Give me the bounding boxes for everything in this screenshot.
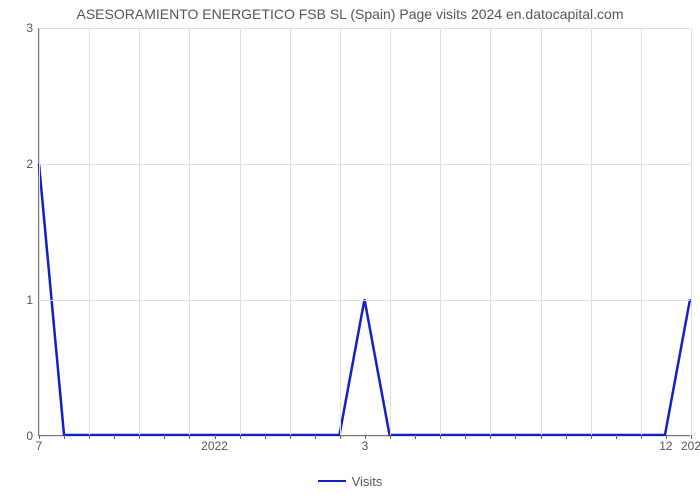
x-tick-mark [139, 435, 140, 439]
x-tick-mark [315, 435, 316, 439]
x-tick-mark [189, 435, 190, 439]
x-tick-mark [64, 435, 65, 439]
gridline-vertical [591, 28, 592, 435]
gridline-vertical [340, 28, 341, 435]
legend: Visits [0, 470, 700, 489]
x-tick-mark [440, 435, 441, 439]
x-tick-mark [641, 435, 642, 439]
x-tick-mark [415, 435, 416, 439]
y-tick-label: 1 [26, 293, 39, 307]
legend-label: Visits [352, 474, 383, 489]
gridline-vertical [490, 28, 491, 435]
gridline-horizontal [39, 300, 690, 301]
x-tick-mark [566, 435, 567, 439]
x-tick-mark [465, 435, 466, 439]
y-tick-label: 3 [26, 21, 39, 35]
gridline-vertical [139, 28, 140, 435]
gridline-vertical [641, 28, 642, 435]
x-tick-mark [265, 435, 266, 439]
gridline-horizontal [39, 164, 690, 165]
gridline-vertical [39, 28, 40, 435]
line-series-svg [39, 28, 690, 435]
x-tick-label: 2022 [201, 435, 228, 453]
x-tick-mark [616, 435, 617, 439]
gridline-vertical [440, 28, 441, 435]
x-tick-mark [164, 435, 165, 439]
x-tick-label: 7 [36, 435, 43, 453]
x-tick-label: 3 [362, 435, 369, 453]
x-tick-mark [290, 435, 291, 439]
gridline-vertical [189, 28, 190, 435]
x-tick-mark [515, 435, 516, 439]
gridline-vertical [89, 28, 90, 435]
legend-item: Visits [318, 474, 383, 489]
x-tick-mark [490, 435, 491, 439]
gridline-vertical [240, 28, 241, 435]
gridline-vertical [390, 28, 391, 435]
x-tick-mark [591, 435, 592, 439]
x-tick-mark [240, 435, 241, 439]
chart-title: ASESORAMIENTO ENERGETICO FSB SL (Spain) … [0, 6, 700, 22]
x-tick-mark [541, 435, 542, 439]
x-tick-mark [340, 435, 341, 439]
gridline-vertical [541, 28, 542, 435]
legend-swatch [318, 480, 346, 482]
chart-container: ASESORAMIENTO ENERGETICO FSB SL (Spain) … [0, 0, 700, 500]
x-tick-label: 202 [681, 435, 700, 453]
x-tick-mark [89, 435, 90, 439]
x-tick-mark [114, 435, 115, 439]
y-tick-label: 2 [26, 157, 39, 171]
gridline-vertical [290, 28, 291, 435]
x-tick-label: 12 [659, 435, 672, 453]
x-tick-mark [390, 435, 391, 439]
gridline-vertical [691, 28, 692, 435]
plot-area: 012372022312202 [38, 28, 690, 436]
gridline-horizontal [39, 28, 690, 29]
